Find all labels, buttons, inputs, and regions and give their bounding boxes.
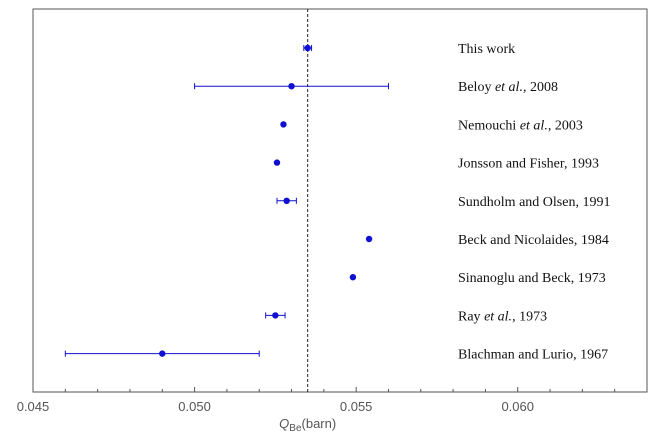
- data-point-7: [272, 312, 279, 319]
- data-point-4: [283, 197, 290, 204]
- plot-frame: [32, 8, 648, 393]
- data-point-8: [159, 350, 166, 357]
- data-point-1: [288, 83, 295, 90]
- row-labels: This work Beloy et al., 2008 Nemouchi et a…: [458, 42, 610, 363]
- x-tick-label-2: 0.055: [340, 399, 373, 414]
- data-marks: [64, 44, 389, 357]
- row-label-5: Beck and Nicolaides, 1984: [458, 233, 609, 248]
- x-tick-label-1: 0.050: [178, 399, 211, 414]
- row-label-3: Jonsson and Fisher, 1993: [458, 157, 599, 172]
- data-point-2: [280, 121, 287, 128]
- row-label-8: Blachman and Lurio, 1967: [458, 348, 608, 363]
- data-point-3: [273, 159, 281, 166]
- x-axis-ticks: 0.045 0.050 0.055 0.060: [17, 387, 648, 414]
- row-label-4: Sundholm and Olsen, 1991: [458, 195, 610, 210]
- data-point-5: [365, 235, 373, 243]
- plot-border: [32, 8, 648, 393]
- row-label-0: This work: [458, 42, 515, 57]
- x-axis-title: QBe(barn): [279, 416, 336, 432]
- row-label-2: Nemouchi et al., 2003: [458, 118, 583, 133]
- data-point-0: [304, 44, 311, 52]
- row-label-7: Ray et al., 1973: [458, 309, 547, 324]
- row-label-1: Beloy et al., 2008: [458, 80, 558, 95]
- data-point-6: [349, 274, 357, 281]
- row-label-6: Sinanoglu and Beck, 1973: [458, 271, 606, 286]
- x-tick-label-3: 0.060: [501, 399, 534, 414]
- x-tick-label-0: 0.045: [17, 399, 50, 414]
